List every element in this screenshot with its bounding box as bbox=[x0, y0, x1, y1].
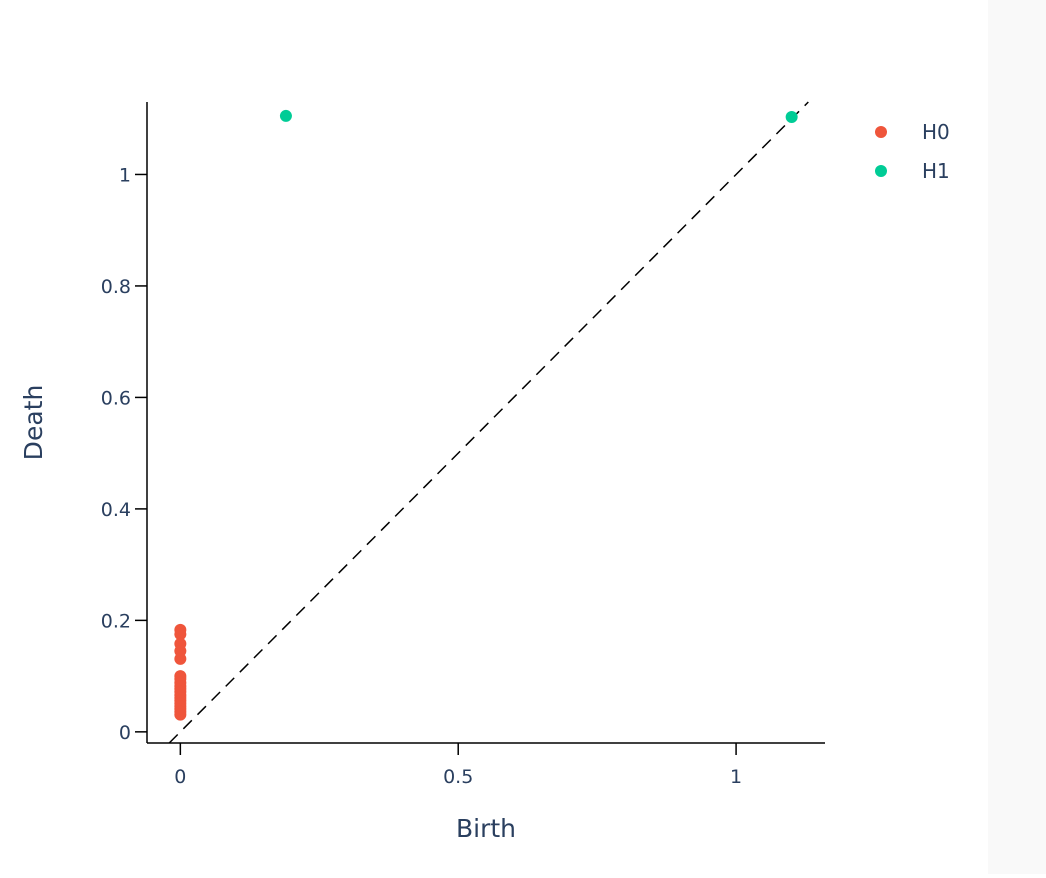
data-point-h0[interactable] bbox=[174, 652, 187, 665]
y-tick-label: 0 bbox=[119, 722, 131, 744]
persistence-diagram: 0 0.5 1 0 0.2 0.4 0.6 0.8 1 Birth Death H0 H1 bbox=[19, 101, 950, 843]
legend-marker-h1 bbox=[875, 165, 887, 177]
legend-label-h0: H0 bbox=[922, 120, 950, 144]
y-tick-label: 0.2 bbox=[101, 610, 131, 632]
legend-marker-h0 bbox=[875, 126, 887, 138]
right-margin-strip bbox=[988, 0, 1046, 874]
diagonal-line bbox=[168, 101, 809, 744]
x-tick-label: 1 bbox=[730, 766, 742, 788]
axes-layer bbox=[146, 102, 825, 744]
data-point-h1[interactable] bbox=[279, 109, 292, 122]
x-axis-ticks: 0 0.5 1 bbox=[174, 743, 742, 788]
points-layer bbox=[174, 109, 798, 721]
legend-label-h1: H1 bbox=[922, 159, 950, 183]
series-h1 bbox=[279, 109, 798, 124]
data-point-h1[interactable] bbox=[785, 111, 798, 124]
diagonal-layer bbox=[168, 101, 809, 744]
x-tick-label: 0.5 bbox=[443, 766, 473, 788]
y-axis-ticks: 0 0.2 0.4 0.6 0.8 1 bbox=[101, 164, 147, 744]
data-point-h0[interactable] bbox=[174, 708, 187, 721]
x-axis-title: Birth bbox=[456, 814, 516, 843]
y-axis-title: Death bbox=[19, 385, 48, 461]
y-tick-label: 1 bbox=[119, 164, 131, 186]
legend-item-h0[interactable]: H0 bbox=[875, 120, 950, 144]
y-tick-label: 0.4 bbox=[101, 499, 131, 521]
legend[interactable]: H0 H1 bbox=[875, 120, 950, 183]
series-h0 bbox=[174, 623, 187, 721]
y-tick-label: 0.8 bbox=[101, 276, 131, 298]
x-tick-label: 0 bbox=[174, 766, 186, 788]
y-tick-label: 0.6 bbox=[101, 387, 131, 409]
data-point-h0[interactable] bbox=[174, 628, 187, 641]
legend-item-h1[interactable]: H1 bbox=[875, 159, 950, 183]
